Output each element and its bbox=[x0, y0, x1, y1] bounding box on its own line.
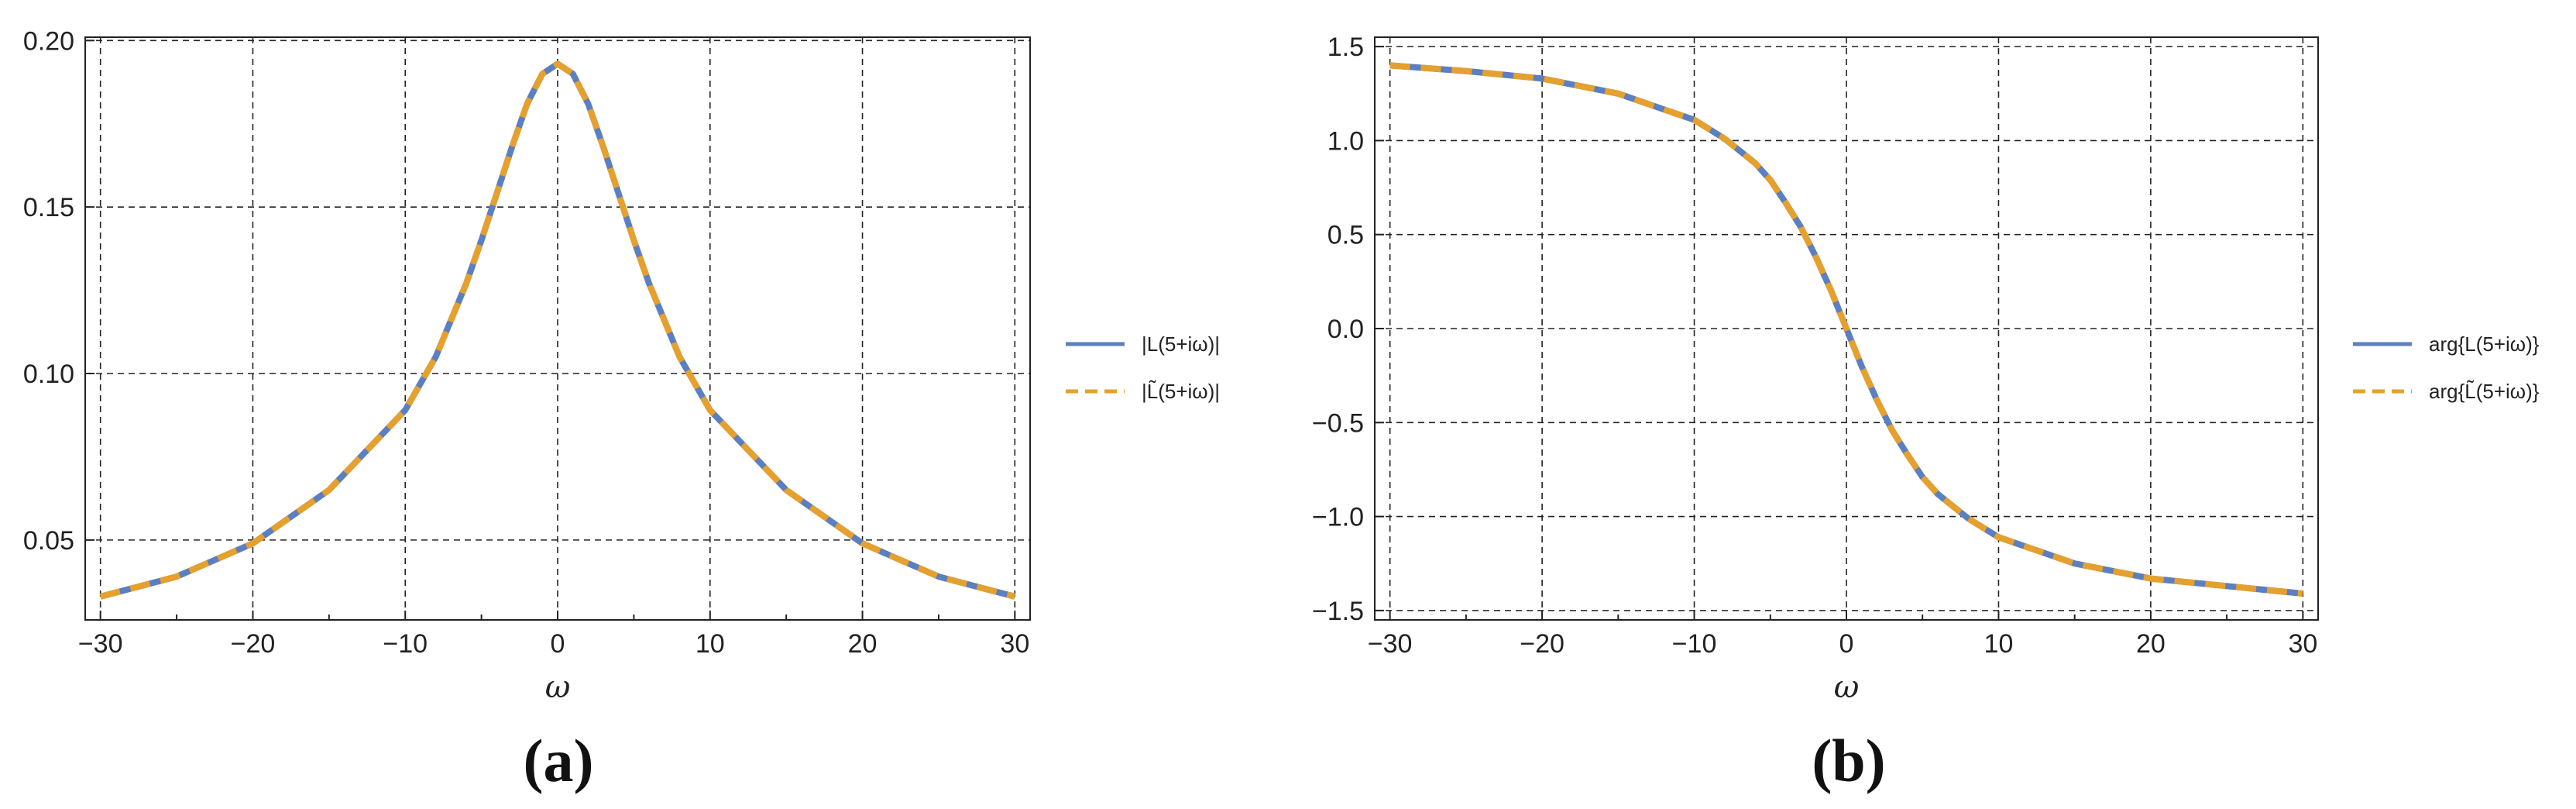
a-xtick-label-1: −20 bbox=[231, 629, 276, 659]
b-xtick-label-1: −20 bbox=[1520, 629, 1564, 659]
a-xaxis-label: ω bbox=[545, 670, 571, 705]
a-xtick-label-0: −30 bbox=[78, 629, 123, 659]
panel-b-chart: −30 −20 −10 0 10 20 30 −1.5 −1.0 −0.5 0.0 0.5 1.0 1.5… bbox=[1312, 33, 2319, 705]
b-xtick-label-3: 0 bbox=[1839, 629, 1854, 659]
panel-a-chart: −30 −20 −10 0 10 20 30 0.05 0.10 0.15 0.20 ω bbox=[23, 26, 1031, 705]
b-ytick-label-5: 1.0 bbox=[1327, 126, 1364, 156]
b-ytick-label-2: −0.5 bbox=[1312, 408, 1364, 438]
a-xtick-label-2: −10 bbox=[383, 629, 428, 659]
b-ytick-label-4: 0.5 bbox=[1327, 221, 1364, 250]
a-xtick-label-3: 0 bbox=[551, 629, 565, 659]
a-ytick-label-0: 0.05 bbox=[23, 526, 74, 556]
legend-b: arg{L(5+iω)} arg{L̃(5+iω)} bbox=[2353, 332, 2540, 403]
b-series-2-line bbox=[1389, 62, 2303, 597]
a-xtick-label-4: 10 bbox=[696, 629, 725, 659]
a-xtick-label-5: 20 bbox=[848, 629, 878, 659]
a-xtick-label-6: 30 bbox=[1000, 629, 1029, 659]
b-xtick-label-5: 20 bbox=[2136, 629, 2166, 659]
legend-b-label-1: arg{L(5+iω)} bbox=[2429, 332, 2540, 356]
b-xaxis-label: ω bbox=[1834, 670, 1860, 705]
b-ytick-label-0: −1.5 bbox=[1312, 597, 1364, 626]
b-xtick-label-0: −30 bbox=[1368, 629, 1413, 659]
b-xtick-label-6: 30 bbox=[2288, 629, 2317, 659]
b-ytick-label-1: −1.0 bbox=[1312, 503, 1364, 532]
legend-a-label-2: |L̃(5+iω)| bbox=[1142, 380, 1220, 403]
a-ytick-label-2: 0.15 bbox=[23, 193, 74, 222]
b-ytick-label-6: 1.5 bbox=[1327, 33, 1364, 62]
panel-label-b: (b) bbox=[1812, 727, 1885, 794]
legend-a: |L(5+iω)| |L̃(5+iω)| bbox=[1066, 332, 1220, 403]
panel-label-a: (a) bbox=[524, 727, 594, 794]
a-ytick-label-3: 0.20 bbox=[23, 26, 74, 56]
legend-b-label-2: arg{L̃(5+iω)} bbox=[2429, 380, 2540, 403]
b-ytick-label-3: 0.0 bbox=[1327, 315, 1364, 344]
b-xtick-label-2: −10 bbox=[1672, 629, 1717, 659]
a-series-2-line bbox=[99, 60, 1016, 600]
a-ytick-label-1: 0.10 bbox=[23, 360, 74, 389]
b-xtick-label-4: 10 bbox=[1984, 629, 2014, 659]
legend-a-label-1: |L(5+iω)| bbox=[1142, 332, 1220, 356]
